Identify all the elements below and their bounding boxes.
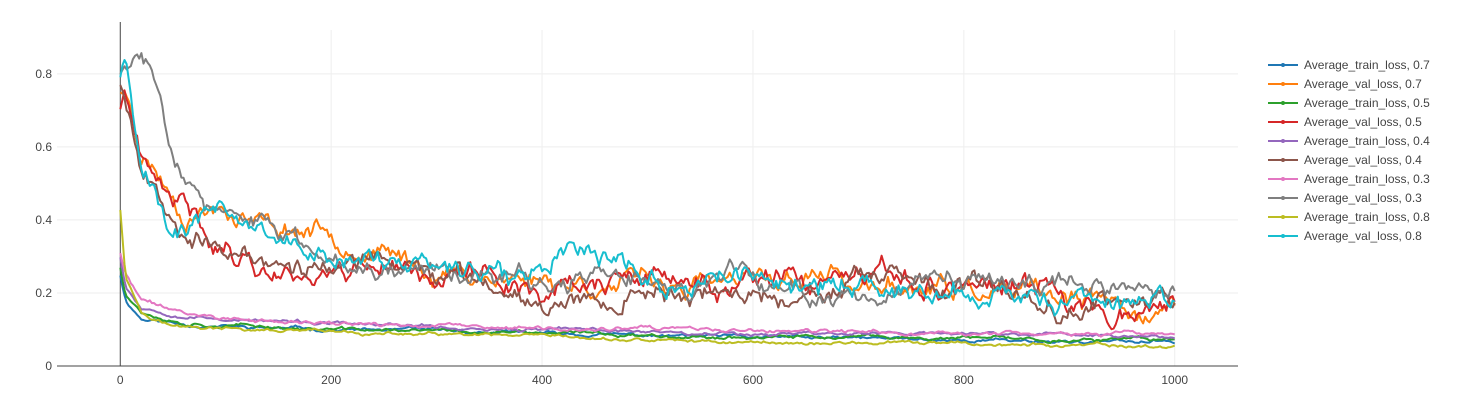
axes: 0 200 400 600 800 1000 0 0.2 0.4 0.6 0.8 bbox=[35, 22, 1238, 387]
x-tick-label: 400 bbox=[532, 373, 552, 387]
legend-marker bbox=[1281, 82, 1285, 86]
legend-item[interactable]: Average_val_loss, 0.5 bbox=[1268, 115, 1422, 129]
legend-label: Average_train_loss, 0.4 bbox=[1304, 134, 1430, 148]
y-tick-label: 0.4 bbox=[35, 213, 52, 227]
legend-label: Average_train_loss, 0.8 bbox=[1304, 210, 1430, 224]
y-tick-label: 0 bbox=[45, 359, 52, 373]
legend-marker bbox=[1281, 139, 1285, 143]
series-line bbox=[119, 252, 1175, 338]
legend-item[interactable]: Average_train_loss, 0.5 bbox=[1268, 96, 1430, 110]
legend-label: Average_val_loss, 0.3 bbox=[1304, 191, 1422, 205]
legend-label: Average_val_loss, 0.8 bbox=[1304, 229, 1422, 243]
legend-marker bbox=[1281, 158, 1285, 162]
legend-item[interactable]: Average_val_loss, 0.8 bbox=[1268, 229, 1422, 243]
legend-marker bbox=[1281, 120, 1285, 124]
legend-label: Average_val_loss, 0.7 bbox=[1304, 77, 1422, 91]
legend[interactable]: Average_train_loss, 0.7 Average_val_loss,… bbox=[1268, 58, 1430, 243]
legend-marker bbox=[1281, 234, 1285, 238]
legend-marker bbox=[1281, 101, 1285, 105]
series-line bbox=[119, 267, 1175, 344]
series-line bbox=[119, 52, 1176, 309]
legend-marker bbox=[1281, 196, 1285, 200]
x-tick-label: 0 bbox=[117, 373, 124, 387]
legend-label: Average_val_loss, 0.4 bbox=[1304, 153, 1422, 167]
legend-item[interactable]: Average_train_loss, 0.7 bbox=[1268, 58, 1430, 72]
legend-label: Average_train_loss, 0.3 bbox=[1304, 172, 1430, 186]
y-tick-label: 0.6 bbox=[35, 140, 52, 154]
series-line bbox=[119, 59, 1176, 317]
y-tick-label: 0.8 bbox=[35, 67, 52, 81]
legend-item[interactable]: Average_val_loss, 0.7 bbox=[1268, 77, 1422, 91]
series-lines bbox=[119, 52, 1176, 350]
legend-label: Average_train_loss, 0.5 bbox=[1304, 96, 1430, 110]
legend-marker bbox=[1281, 177, 1285, 181]
legend-label: Average_val_loss, 0.5 bbox=[1304, 115, 1422, 129]
legend-item[interactable]: Average_train_loss, 0.4 bbox=[1268, 134, 1430, 148]
legend-label: Average_train_loss, 0.7 bbox=[1304, 58, 1430, 72]
legend-item[interactable]: Average_train_loss, 0.3 bbox=[1268, 172, 1430, 186]
legend-item[interactable]: Average_val_loss, 0.3 bbox=[1268, 191, 1422, 205]
x-tick-label: 200 bbox=[321, 373, 341, 387]
y-tick-label: 0.2 bbox=[35, 286, 52, 300]
x-tick-label: 600 bbox=[743, 373, 763, 387]
legend-marker bbox=[1281, 215, 1285, 219]
series-line bbox=[119, 209, 1176, 350]
grid-lines bbox=[57, 30, 1238, 366]
x-tick-label: 800 bbox=[954, 373, 974, 387]
legend-item[interactable]: Average_val_loss, 0.4 bbox=[1268, 153, 1422, 167]
series-line bbox=[119, 84, 1176, 325]
legend-marker bbox=[1281, 63, 1285, 67]
legend-item[interactable]: Average_train_loss, 0.8 bbox=[1268, 210, 1430, 224]
x-tick-label: 1000 bbox=[1161, 373, 1188, 387]
